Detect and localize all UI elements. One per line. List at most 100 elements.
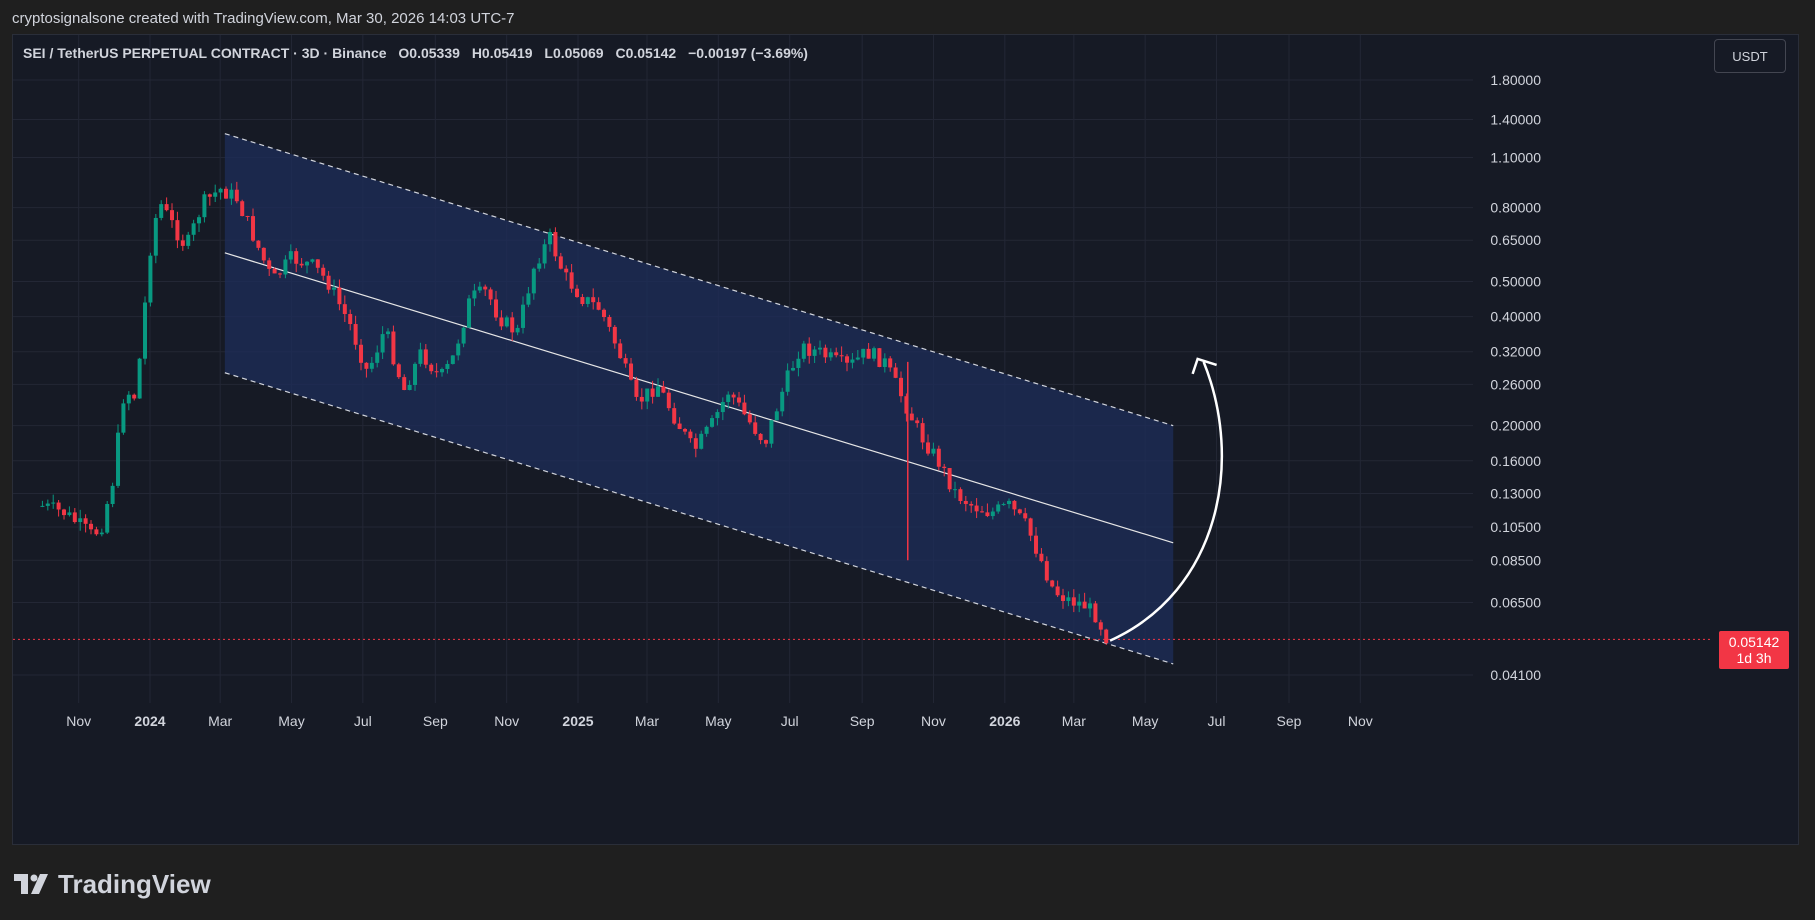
candle-body [148,255,153,303]
candle-body [936,448,941,467]
candle-body [380,334,385,353]
candle-body [89,523,94,530]
last-price-value: 0.05142 [1728,634,1780,651]
candle-body [348,314,353,325]
candle-body [980,511,985,513]
candle-body [537,263,542,269]
attribution-text: cryptosignalsone created with TradingVie… [12,10,515,27]
candle-body [364,362,369,369]
candle-body [218,188,223,193]
candle-body [531,268,536,294]
candle-body [1104,629,1109,643]
candle-body [564,268,569,273]
candle-body [1044,561,1049,581]
logo-text: TradingView [58,869,211,899]
candle-body [656,386,661,397]
channel-fill [224,133,1174,664]
channel-mid-line [224,252,1174,544]
candle-body [1093,603,1098,623]
candle-body [926,442,931,454]
legend-change: −0.00197 (−3.69%) [688,45,808,61]
x-tick-label: 2025 [562,713,593,729]
candle-body [56,502,61,510]
candle-body [1066,597,1071,601]
candle-body [872,348,877,359]
x-tick-label: Nov [494,713,519,729]
x-tick-label: Nov [921,713,946,729]
candle-body [132,394,137,399]
candle-body [828,352,833,358]
candle-body [877,348,882,367]
candle-body [1023,513,1028,519]
candle-body [569,272,574,289]
candle-body [1050,580,1055,587]
candle-body [704,426,709,434]
tradingview-logo[interactable]: TradingView [14,869,211,900]
currency-selector[interactable]: USDT [1714,39,1786,73]
candle-body [672,408,677,424]
candle-body [445,363,450,369]
candle-body [774,411,779,421]
y-tick-label: 0.50000 [1490,274,1541,290]
candle-body [310,259,315,262]
legend-symbol: SEI / TetherUS PERPETUAL CONTRACT · 3D ·… [23,45,387,61]
x-tick-label: Jul [354,713,372,729]
candle-body [72,512,77,523]
candle-body [629,363,634,380]
candle-body [40,505,45,507]
candle-body [305,261,310,266]
x-tick-label: May [278,713,304,729]
candle-body [315,259,320,268]
candle-body [126,394,131,404]
candle-body [801,343,806,359]
candle-body [710,418,715,427]
candle-body [623,358,628,364]
candle-body [677,423,682,430]
candle-body [742,402,747,415]
candle-body [899,377,904,397]
candle-body [715,412,720,419]
candle-body [321,267,326,276]
candle-body [191,223,196,235]
candle-body [245,216,250,218]
x-tick-label: May [705,713,731,729]
candle-body [699,433,704,449]
candle-body [251,216,256,241]
candle-body [407,384,412,391]
candle-body [121,403,126,433]
candle-body [909,413,914,421]
candle-body [882,358,887,367]
projection-arrow-curve [1109,361,1224,642]
candle-body [855,357,860,360]
candle-body [164,204,169,211]
candle-body [866,348,871,359]
legend-low: L0.05069 [544,45,604,61]
candle-body [904,396,909,414]
candle-body [488,289,493,300]
candle-body [326,275,331,290]
x-tick-label: 2024 [134,713,165,729]
candle-body [618,343,623,359]
candle-body [791,367,796,371]
candle-body [969,503,974,506]
candle-body [116,432,121,486]
candle-body [83,518,88,524]
chart-panel[interactable]: 1.80000 1.40000 1.10000 0.80000 0.65000 0.500… [12,34,1799,845]
x-tick-label: Mar [635,713,659,729]
price-chart[interactable]: 1.80000 1.40000 1.10000 0.80000 0.65000 0.500… [13,35,1798,844]
candle-body [888,358,893,368]
y-tick-label: 0.20000 [1490,418,1541,434]
candle-body [920,423,925,443]
bar-countdown: 1d 3h [1736,650,1772,667]
candle-body [585,297,590,304]
candle-body [785,370,790,392]
candle-body [753,422,758,434]
candle-body [818,347,823,350]
candle-body [591,297,596,303]
candle-body [720,402,725,413]
candle-body [143,302,148,359]
candle-body [807,343,812,356]
candle-body [575,288,580,298]
candle-body [175,220,180,241]
candle-body [62,509,67,516]
